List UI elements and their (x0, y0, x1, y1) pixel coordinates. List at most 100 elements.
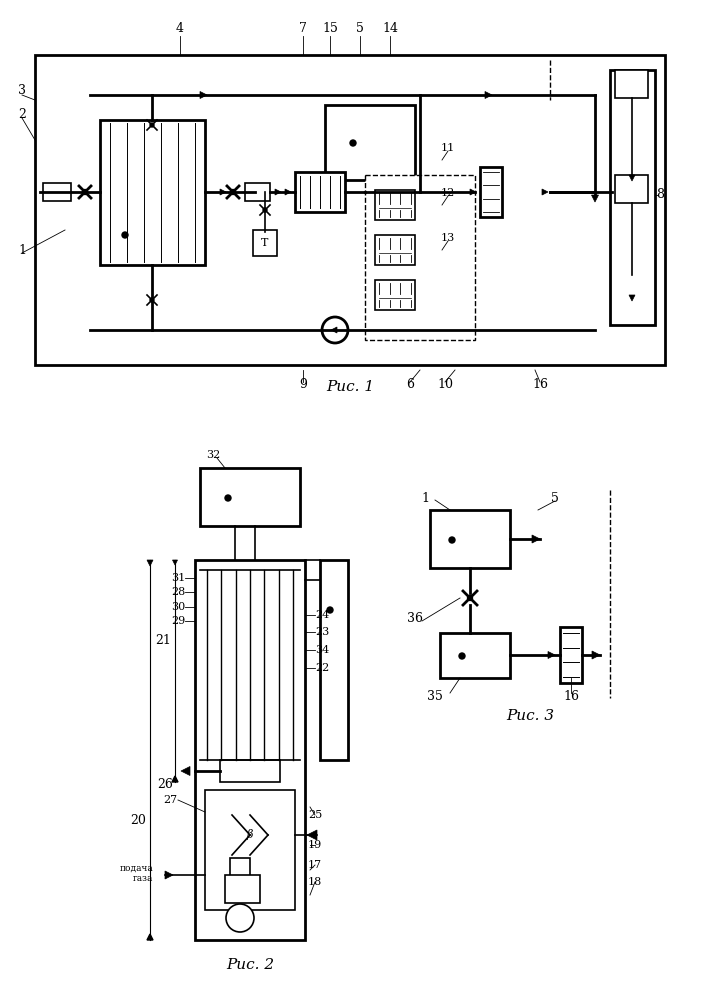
Circle shape (122, 232, 128, 238)
Text: 6: 6 (406, 378, 414, 391)
Circle shape (83, 190, 88, 194)
Polygon shape (470, 189, 476, 195)
Text: 29: 29 (171, 616, 185, 626)
Polygon shape (165, 871, 173, 879)
Bar (560, 627, 582, 683)
Circle shape (263, 208, 267, 212)
Text: β: β (247, 830, 253, 840)
Text: 19: 19 (308, 840, 322, 850)
Bar (615, 70, 648, 98)
Bar (430, 510, 510, 568)
Text: 26: 26 (157, 778, 173, 792)
Bar (375, 280, 415, 310)
Polygon shape (147, 934, 153, 940)
Circle shape (449, 537, 455, 543)
Text: 1: 1 (421, 491, 429, 504)
Text: 22: 22 (315, 663, 329, 673)
Circle shape (467, 595, 472, 600)
Text: 15: 15 (322, 21, 338, 34)
Polygon shape (275, 189, 281, 195)
Text: 4: 4 (176, 21, 184, 34)
Polygon shape (200, 92, 207, 99)
Polygon shape (485, 92, 492, 99)
Text: 17: 17 (308, 860, 322, 870)
Bar (195, 560, 305, 940)
Text: 9: 9 (299, 378, 307, 391)
Text: 2: 2 (18, 108, 26, 121)
Bar (230, 858, 250, 876)
Text: 23: 23 (315, 627, 329, 637)
Polygon shape (542, 189, 548, 195)
Text: 1: 1 (18, 243, 26, 256)
Text: 21: 21 (155, 634, 171, 647)
Bar (205, 790, 295, 910)
Circle shape (350, 140, 356, 146)
Bar (440, 633, 510, 678)
Text: 30: 30 (171, 602, 185, 612)
Polygon shape (173, 560, 177, 565)
Polygon shape (331, 327, 337, 333)
Bar (375, 235, 415, 265)
Text: 27: 27 (163, 795, 177, 805)
Bar (225, 875, 260, 903)
Circle shape (150, 298, 154, 302)
Text: 34: 34 (315, 645, 329, 655)
Bar (253, 230, 277, 256)
Polygon shape (147, 560, 153, 566)
Text: 3: 3 (18, 84, 26, 97)
Text: Рис. 3: Рис. 3 (506, 709, 554, 723)
Text: 28: 28 (171, 587, 185, 597)
Text: 36: 36 (407, 611, 423, 624)
Polygon shape (172, 776, 178, 782)
Text: 32: 32 (206, 450, 220, 460)
Bar (295, 172, 345, 212)
Text: подача
газа: подача газа (119, 863, 153, 883)
Text: Рис. 1: Рис. 1 (326, 380, 374, 394)
Text: 16: 16 (563, 690, 579, 702)
Bar (610, 70, 655, 325)
Text: 18: 18 (308, 877, 322, 887)
Bar (43, 183, 71, 201)
Circle shape (225, 495, 231, 501)
Polygon shape (548, 652, 555, 658)
Polygon shape (592, 651, 600, 659)
Text: Рис. 2: Рис. 2 (226, 958, 274, 972)
Text: 16: 16 (532, 378, 548, 391)
Text: 7: 7 (299, 21, 307, 34)
Circle shape (226, 904, 254, 932)
Polygon shape (181, 766, 190, 776)
Polygon shape (532, 535, 540, 543)
Bar (615, 175, 648, 203)
Text: 11: 11 (441, 143, 455, 153)
Text: 12: 12 (441, 188, 455, 198)
Bar (365, 175, 475, 340)
Text: 31: 31 (171, 573, 185, 583)
Bar (375, 190, 415, 220)
Bar (200, 468, 300, 526)
Text: 13: 13 (441, 233, 455, 243)
Circle shape (459, 653, 465, 659)
Polygon shape (629, 175, 635, 181)
Text: 20: 20 (130, 814, 146, 826)
Polygon shape (285, 189, 291, 195)
Circle shape (150, 123, 154, 127)
Text: 5: 5 (551, 491, 559, 504)
Circle shape (327, 607, 333, 613)
Bar (320, 560, 348, 760)
Text: 10: 10 (437, 378, 453, 391)
Text: 35: 35 (427, 690, 443, 702)
Text: T: T (262, 238, 269, 248)
Circle shape (230, 190, 235, 194)
Polygon shape (629, 295, 635, 301)
Circle shape (322, 317, 348, 343)
Polygon shape (55, 189, 61, 195)
Text: 24: 24 (315, 610, 329, 620)
Polygon shape (592, 195, 599, 202)
Polygon shape (378, 326, 385, 334)
Text: 14: 14 (382, 21, 398, 34)
Bar (35, 55, 665, 365)
Polygon shape (220, 189, 226, 195)
Text: 25: 25 (308, 810, 322, 820)
Bar (480, 167, 502, 217)
Text: 5: 5 (356, 21, 364, 34)
